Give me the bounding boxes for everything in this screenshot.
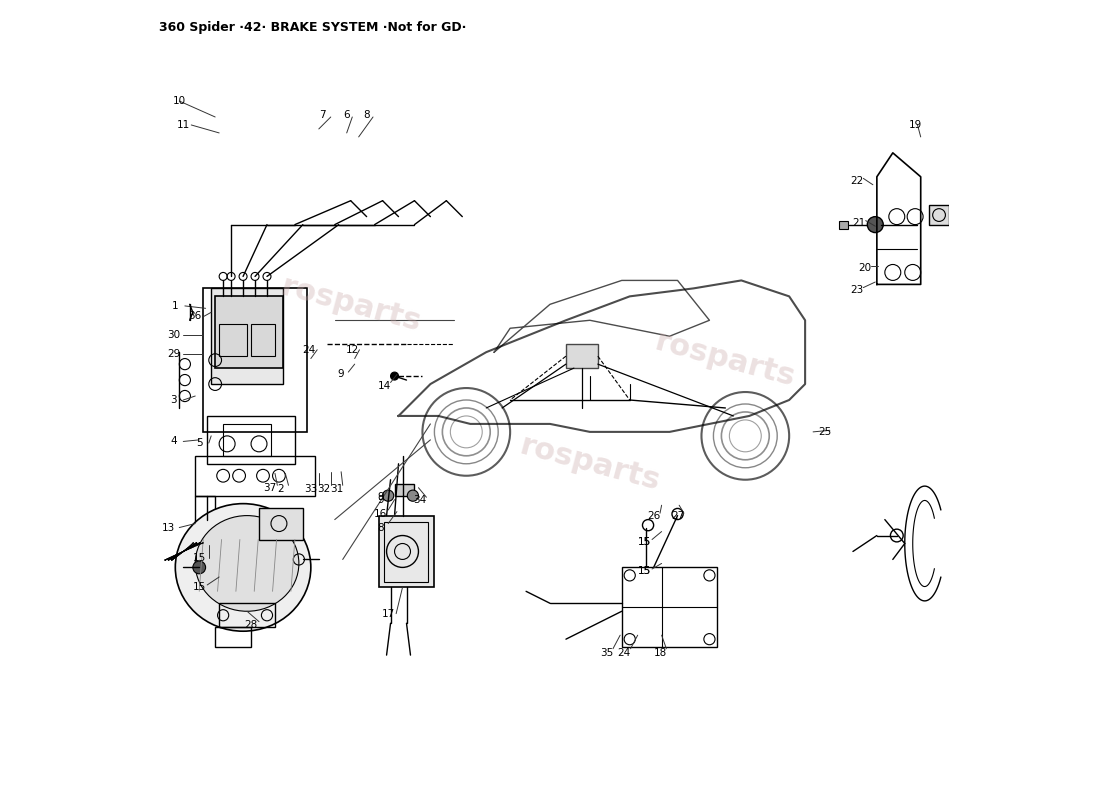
Circle shape (390, 372, 398, 380)
Text: 22: 22 (850, 176, 864, 186)
Text: 7: 7 (319, 110, 326, 119)
Text: 8: 8 (363, 110, 370, 119)
Text: 13: 13 (163, 522, 176, 533)
Bar (838, 221, 848, 229)
Text: 15: 15 (637, 537, 651, 547)
Text: 15: 15 (192, 553, 206, 563)
Text: 24: 24 (617, 648, 630, 658)
Text: 12: 12 (345, 345, 359, 354)
Text: 30: 30 (167, 330, 180, 340)
Ellipse shape (195, 515, 299, 611)
Text: 27: 27 (671, 510, 684, 521)
Text: 32: 32 (317, 484, 330, 494)
Bar (565, 344, 597, 368)
Ellipse shape (175, 504, 311, 631)
Text: 10: 10 (173, 96, 186, 106)
Text: 24: 24 (301, 345, 315, 354)
Text: 4: 4 (170, 437, 177, 446)
Text: 16: 16 (374, 509, 387, 519)
Bar (204, 288, 307, 432)
Bar (621, 567, 717, 647)
Text: 21: 21 (852, 218, 866, 228)
Text: 15: 15 (192, 582, 206, 592)
Text: 15: 15 (637, 566, 651, 577)
Circle shape (407, 490, 418, 502)
Bar (384, 522, 428, 582)
Text: 9: 9 (377, 494, 384, 505)
Bar (207, 416, 295, 464)
Text: rosparts: rosparts (277, 272, 425, 337)
Bar (928, 205, 948, 225)
Text: 33: 33 (305, 484, 318, 494)
Text: 26: 26 (647, 510, 660, 521)
Text: 8: 8 (377, 522, 384, 533)
Circle shape (192, 561, 206, 574)
Text: 360 Spider ·42· BRAKE SYSTEM ·Not for GD·: 360 Spider ·42· BRAKE SYSTEM ·Not for GD… (160, 22, 466, 34)
Bar (195, 496, 216, 527)
Bar (219, 603, 275, 627)
Text: 9: 9 (338, 370, 344, 379)
Text: rosparts: rosparts (652, 327, 799, 393)
Text: 11: 11 (177, 120, 190, 130)
Bar (195, 456, 315, 496)
Text: 23: 23 (850, 285, 864, 295)
Circle shape (383, 490, 394, 502)
Text: 6: 6 (343, 110, 350, 119)
Text: 19: 19 (910, 120, 923, 130)
Text: rosparts: rosparts (516, 431, 663, 497)
Bar (395, 484, 415, 496)
Text: 1: 1 (172, 301, 178, 311)
Bar (219, 324, 248, 356)
Text: 15: 15 (637, 537, 651, 547)
Text: 17: 17 (382, 609, 395, 618)
Bar (216, 627, 251, 647)
Bar (223, 424, 271, 456)
Bar (216, 296, 283, 368)
Text: 9: 9 (377, 492, 384, 502)
Text: 36: 36 (188, 311, 202, 322)
Text: 18: 18 (653, 648, 667, 658)
Text: 25: 25 (818, 427, 832, 437)
Text: 20: 20 (858, 263, 871, 274)
Bar (251, 324, 275, 356)
Text: 35: 35 (600, 648, 613, 658)
Text: 3: 3 (170, 395, 177, 405)
Circle shape (867, 217, 883, 233)
Text: 2: 2 (277, 484, 284, 494)
Bar (258, 508, 303, 539)
Text: 37: 37 (263, 482, 276, 493)
Text: 5: 5 (196, 438, 202, 448)
Text: 34: 34 (414, 494, 427, 505)
Text: 14: 14 (377, 381, 390, 390)
Text: 31: 31 (330, 484, 343, 494)
Text: 28: 28 (244, 620, 257, 630)
Bar (211, 288, 283, 384)
Text: 29: 29 (167, 349, 180, 358)
Bar (378, 515, 434, 587)
Text: 15: 15 (637, 566, 651, 577)
